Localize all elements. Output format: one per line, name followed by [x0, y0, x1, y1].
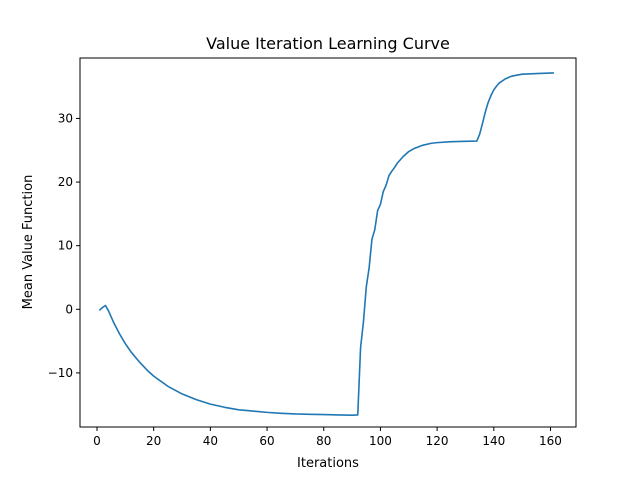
x-tick-label: 40: [203, 434, 218, 448]
y-tick-label: 10: [58, 239, 73, 253]
x-tick-label: 160: [539, 434, 562, 448]
axes-frame: [79, 57, 577, 428]
x-tick-label: 60: [259, 434, 274, 448]
y-axis-label: Mean Value Function: [21, 175, 36, 310]
x-axis-label: Iterations: [297, 456, 359, 471]
plot-area: [99, 72, 555, 417]
chart-title: Value Iteration Learning Curve: [206, 34, 450, 53]
y-tick-label: 20: [58, 175, 73, 189]
x-axis: 0 20 40 60 80 100 120 140 160: [93, 427, 562, 448]
x-tick-label: 20: [146, 434, 161, 448]
y-tick-label: −10: [48, 366, 73, 380]
x-tick-label: 120: [426, 434, 449, 448]
series-line-0: [99, 72, 555, 417]
x-tick-label: 80: [316, 434, 331, 448]
y-tick-label: 0: [65, 302, 73, 316]
x-tick-label: 100: [369, 434, 392, 448]
y-tick-label: 30: [58, 111, 73, 125]
x-tick-label: 140: [482, 434, 505, 448]
x-tick-label: 0: [93, 434, 101, 448]
y-axis: −10 0 10 20 30: [48, 111, 80, 380]
